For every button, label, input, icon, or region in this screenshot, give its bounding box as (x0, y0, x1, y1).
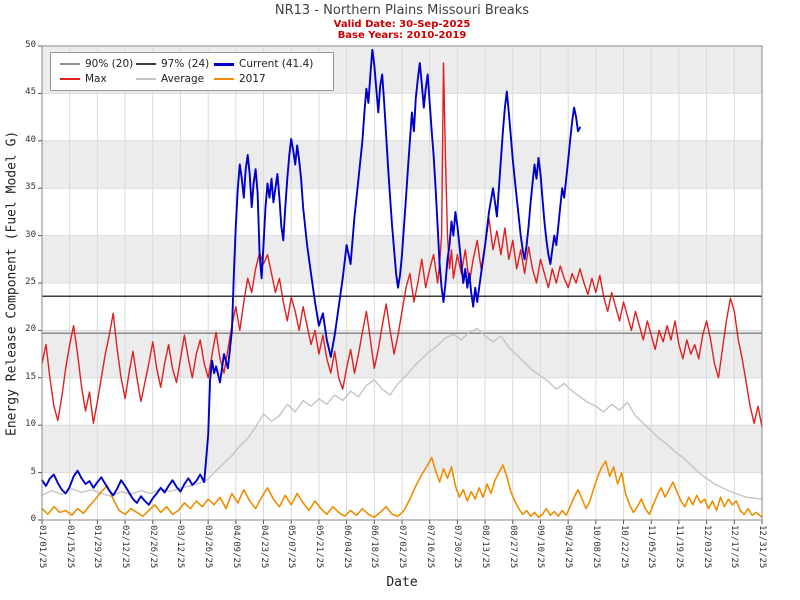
legend-item-90pct: 90% (20) (60, 58, 136, 70)
legend-label-2017: 2017 (239, 73, 266, 85)
legend-item-97pct: 97% (24) (136, 58, 214, 70)
legend-swatch-97pct (136, 63, 156, 65)
legend-swatch-max (60, 78, 80, 80)
chart-title: NR13 - Northern Plains Missouri Breaks (274, 3, 530, 18)
legend-label-max: Max (85, 73, 107, 85)
base-years-subtitle: Base Years: 2010-2019 (337, 30, 467, 41)
valid-date-subtitle: Valid Date: 30-Sep-2025 (333, 19, 471, 30)
legend: 90% (20) 97% (24) Current (41.4) Max Ave… (50, 52, 334, 91)
legend-swatch-2017 (214, 78, 234, 80)
legend-item-average: Average (136, 73, 214, 85)
x-axis-label: Date (386, 575, 418, 590)
legend-item-current: Current (41.4) (214, 58, 324, 70)
legend-item-max: Max (60, 73, 136, 85)
legend-label-97pct: 97% (24) (161, 58, 210, 70)
y-axis-label: Energy Release Component (Fuel Model G) (4, 130, 20, 436)
legend-label-average: Average (161, 73, 205, 85)
legend-swatch-current (214, 62, 234, 66)
legend-item-2017: 2017 (214, 73, 324, 85)
legend-label-90pct: 90% (20) (85, 58, 134, 70)
legend-swatch-90pct (60, 63, 80, 65)
legend-label-current: Current (41.4) (239, 58, 314, 70)
legend-swatch-average (136, 78, 156, 80)
